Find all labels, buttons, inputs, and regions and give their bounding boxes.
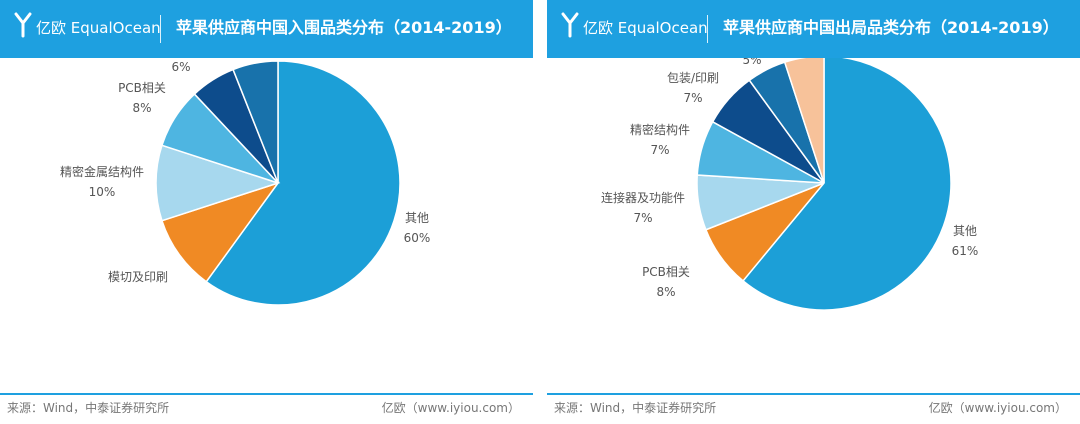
slice-label: 连接器及功能件 (601, 190, 685, 205)
slice-label: PCB相关 (118, 81, 166, 95)
slice-value-label: 8% (132, 101, 151, 115)
pie-slice (161, 181, 280, 283)
slice-label: 包装/印刷 (667, 71, 719, 85)
equalocean-logo-icon (561, 12, 579, 38)
footer-divider (547, 393, 1080, 395)
pie-slice (783, 58, 825, 184)
pie-slice (741, 58, 952, 311)
slice-value-label: 60% (404, 231, 431, 245)
slice-label: 其他 (405, 211, 429, 225)
slice-label: 精密金属结构件 (60, 164, 144, 179)
slice-label: 模切及印刷 (108, 270, 168, 284)
source-note: 来源：Wind，中泰证券研究所 (7, 401, 170, 415)
chart-panel-left: 亿欧 EqualOcean 苹果供应商中国入围品类分布（2014-2019） 其… (0, 0, 533, 424)
equalocean-logo-icon (14, 12, 32, 38)
slice-label: PCB相关 (642, 265, 690, 279)
brand-name: 亿欧 (36, 19, 67, 37)
slice-value-label: 10% (89, 185, 116, 199)
slice-value-label: 7% (650, 143, 669, 157)
brand-logo: 亿欧 EqualOcean (36, 17, 161, 39)
slice-value-label: 8% (656, 285, 675, 299)
slice-value-label: 61% (952, 244, 979, 258)
brand-logo: 亿欧 EqualOcean (583, 17, 708, 39)
slice-label: 其他 (953, 224, 977, 238)
slice-value-label: 7% (683, 91, 702, 105)
slice-value-label: 5% (742, 58, 761, 67)
chart-title: 苹果供应商中国入围品类分布（2014-2019） (176, 18, 512, 37)
panel-header: 亿欧 EqualOcean 苹果供应商中国出局品类分布（2014-2019） (547, 0, 1080, 58)
pie-slice (155, 144, 281, 222)
pie-slice (205, 60, 401, 306)
brand-name: 亿欧 (583, 19, 614, 37)
pie-slice (232, 60, 279, 184)
panel-header: 亿欧 EqualOcean 苹果供应商中国入围品类分布（2014-2019） (0, 0, 533, 58)
header-divider (160, 15, 161, 43)
source-note: 来源：Wind，中泰证券研究所 (554, 401, 717, 415)
brand-latin: EqualOcean (617, 19, 708, 37)
brand-latin: EqualOcean (70, 19, 161, 37)
slice-value-label: 7% (633, 211, 652, 225)
header-divider (707, 15, 708, 43)
slice-value-label: 6% (171, 60, 190, 74)
credit-note: 亿欧（www.iyiou.com） (928, 401, 1067, 415)
chart-panel-right: 亿欧 EqualOcean 苹果供应商中国出局品类分布（2014-2019） 其… (547, 0, 1080, 424)
chart-title: 苹果供应商中国出局品类分布（2014-2019） (723, 18, 1059, 37)
footer-divider (0, 393, 533, 395)
slice-label: 精密结构件 (630, 122, 690, 137)
pie-chart: 其他61%PCB相关8%连接器及功能件7%精密结构件7%包装/印刷7%电池5%代… (601, 58, 979, 311)
credit-note: 亿欧（www.iyiou.com） (381, 401, 520, 415)
